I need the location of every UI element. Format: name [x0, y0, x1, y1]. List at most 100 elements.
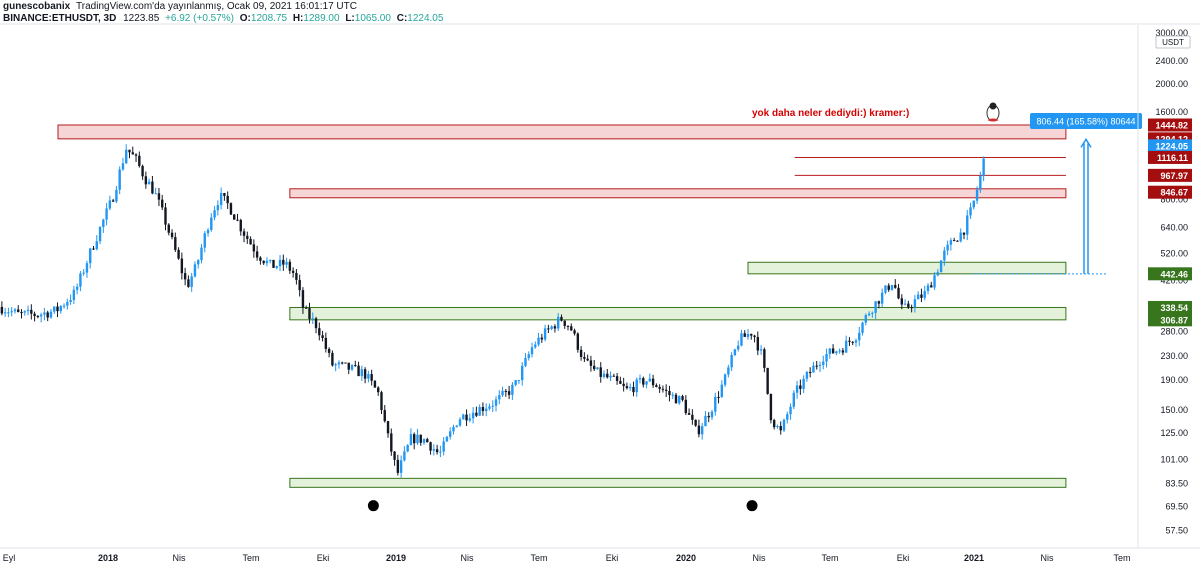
candle-body — [134, 154, 138, 156]
candle-body — [743, 333, 746, 337]
candle-body — [625, 386, 629, 389]
candle — [763, 347, 766, 373]
candle-body — [720, 384, 724, 397]
candle — [416, 428, 419, 445]
candle-body — [115, 189, 118, 202]
candle — [923, 285, 926, 301]
candle — [275, 265, 278, 270]
candle-body — [265, 260, 269, 264]
candle — [560, 314, 563, 322]
candle — [7, 307, 10, 318]
currency-box[interactable] — [1155, 35, 1191, 49]
candle — [750, 333, 753, 340]
candle-body — [838, 350, 841, 352]
candle — [462, 413, 465, 420]
candle — [887, 283, 890, 292]
candle-body — [399, 460, 403, 473]
candle — [903, 299, 907, 306]
candle-body — [547, 328, 550, 330]
candle — [576, 332, 580, 353]
candle-body — [30, 309, 33, 314]
candle — [769, 393, 773, 424]
candle — [799, 379, 802, 395]
candle — [851, 341, 854, 346]
y-tick-label: 420.00 — [1160, 275, 1188, 285]
candle-body — [655, 385, 658, 387]
candle — [344, 362, 347, 364]
candle-body — [98, 226, 102, 242]
support-zone-442[interactable] — [747, 261, 1067, 275]
candle — [540, 333, 544, 343]
candle-body — [275, 266, 278, 268]
y-tick-label: 83.50 — [1165, 479, 1188, 489]
candle-body — [373, 380, 377, 388]
price-tag-bg — [1148, 118, 1192, 132]
candle — [43, 307, 46, 321]
candle-body — [930, 285, 933, 288]
published-text: TradingView.com'da yayınlanmış, Ocak 09,… — [76, 1, 357, 12]
candle-body — [219, 193, 223, 206]
candle-body — [262, 260, 265, 264]
candle — [305, 305, 308, 309]
candle-body — [383, 410, 386, 422]
candle — [295, 269, 298, 285]
candle-body — [979, 175, 982, 190]
support-zone-bottom[interactable] — [289, 477, 1067, 488]
penguin-icon[interactable] — [986, 102, 1000, 122]
candle-body — [17, 309, 20, 313]
candle — [635, 377, 638, 397]
candle-body — [318, 328, 321, 336]
candle-body — [570, 326, 573, 331]
candle — [324, 332, 328, 353]
candle-body — [799, 385, 802, 389]
candle — [537, 332, 540, 347]
candle-body — [282, 259, 285, 265]
candle-body — [835, 351, 838, 354]
candle-body — [815, 365, 818, 367]
candle-body — [841, 350, 845, 353]
candle — [193, 261, 197, 278]
resistance-zone-top[interactable] — [57, 124, 1067, 140]
support-zone-320[interactable] — [289, 306, 1067, 321]
candle-body — [949, 240, 953, 245]
candle — [524, 353, 527, 368]
candle-body — [684, 399, 688, 414]
candle-body — [818, 364, 822, 367]
candle — [642, 376, 645, 388]
candle — [406, 444, 409, 453]
candle — [894, 279, 897, 289]
candle — [674, 392, 678, 404]
candle-body — [576, 333, 580, 350]
candle — [864, 313, 868, 326]
candle — [452, 424, 455, 435]
candle-body — [154, 193, 157, 195]
resistance-zone-mid[interactable] — [289, 188, 1067, 199]
candle — [848, 337, 851, 346]
y-tick-label: 640.00 — [1160, 222, 1188, 232]
price-tag-bg — [1148, 139, 1192, 153]
candle-body — [619, 380, 622, 384]
candle-body — [210, 217, 213, 230]
candle — [413, 432, 416, 450]
price-change: +6.92 (+0.57%) — [165, 13, 234, 24]
candle-body — [53, 306, 56, 312]
candle-body — [956, 240, 959, 242]
candle-body — [406, 445, 409, 452]
candle — [298, 274, 301, 297]
candle — [920, 288, 923, 303]
measure-label[interactable]: 806.44 (165.58%) 80644 — [1030, 113, 1142, 129]
author-name[interactable]: gunescobanix — [3, 1, 71, 12]
candle — [720, 380, 724, 398]
candle-body — [432, 449, 436, 451]
candle — [900, 294, 904, 310]
candle-body — [805, 372, 809, 379]
candle-body — [759, 349, 763, 351]
x-tick-label: Tem — [821, 553, 838, 563]
candle-body — [416, 434, 419, 444]
candle-body — [969, 207, 972, 216]
candle-body — [769, 393, 773, 421]
candle — [458, 417, 462, 427]
candle — [321, 330, 324, 342]
candle-body — [82, 272, 85, 274]
